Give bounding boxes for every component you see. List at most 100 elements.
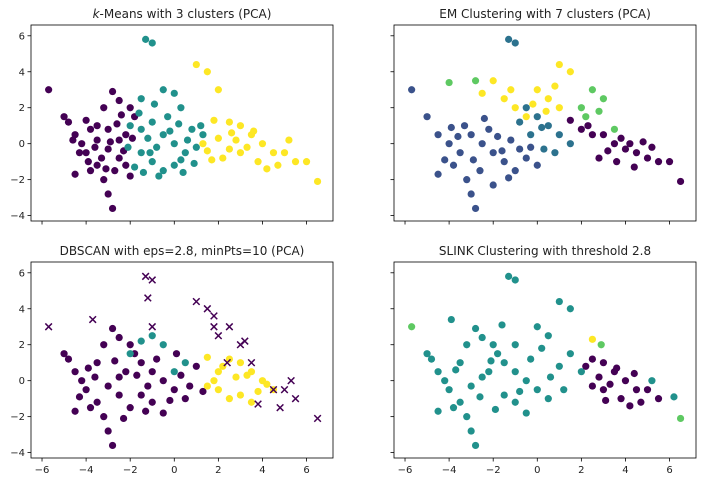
- data-point-series-0: [588, 131, 596, 139]
- data-point-series-1: [516, 145, 524, 153]
- data-point-series-0: [434, 368, 442, 376]
- data-point-series-2: [208, 156, 216, 164]
- data-point-series-2: [263, 380, 271, 388]
- data-point-series-1: [445, 140, 453, 148]
- data-point-series-0: [491, 405, 500, 414]
- noise-point-x: [247, 358, 256, 367]
- data-point-series-1: [522, 154, 530, 162]
- data-point-series-0: [97, 154, 106, 162]
- data-point-series-0: [126, 172, 134, 180]
- data-point-series-3: [566, 68, 574, 76]
- x-tick-label: −2: [486, 465, 501, 476]
- data-point-series-0: [82, 116, 90, 124]
- data-point-series-1: [137, 125, 145, 133]
- data-point-series-0: [100, 341, 108, 349]
- data-point-series-1: [588, 355, 596, 363]
- data-point-series-0: [485, 368, 493, 376]
- data-point-series-1: [137, 149, 145, 157]
- data-point-series-0: [648, 377, 656, 385]
- data-point-series-0: [566, 305, 574, 313]
- scatter-points: [408, 272, 685, 450]
- data-point-series-0: [533, 323, 541, 331]
- data-point-series-1: [469, 156, 477, 164]
- data-point-series-0: [463, 341, 471, 349]
- data-point-series-0: [148, 398, 156, 406]
- data-point-series-0: [60, 350, 68, 358]
- data-point-series-0: [648, 143, 656, 151]
- data-point-series-0: [115, 136, 123, 144]
- data-point-series-0: [670, 393, 678, 401]
- data-point-series-0: [113, 120, 121, 128]
- data-point-series-0: [555, 297, 563, 306]
- data-point-series-3: [544, 95, 552, 103]
- data-point-series-0: [126, 104, 134, 112]
- noise-point-x: [44, 322, 53, 331]
- data-point-series-0: [115, 391, 123, 399]
- data-point-series-1: [617, 395, 625, 403]
- data-point-series-1: [533, 161, 541, 169]
- data-point-series-0: [434, 407, 442, 415]
- data-point-series-0: [445, 386, 453, 394]
- data-point-series-2: [291, 158, 300, 166]
- data-point-series-0: [84, 158, 92, 166]
- data-point-series-0: [122, 161, 130, 169]
- subplot-3: DBSCAN with eps=2.8, minPts=10 (PCA) −6 −4…: [10, 244, 334, 476]
- data-point-series-0: [45, 86, 53, 94]
- data-point-series-1: [408, 86, 416, 94]
- data-point-series-0: [610, 140, 619, 148]
- data-point-series-0: [122, 131, 130, 139]
- data-point-series-1: [463, 176, 471, 184]
- scatter-points: [44, 272, 322, 450]
- data-point-series-0: [456, 398, 464, 406]
- data-point-series-1: [595, 373, 603, 381]
- data-point-series-3: [676, 414, 685, 423]
- data-point-series-0: [630, 163, 638, 171]
- data-point-series-0: [91, 373, 99, 381]
- data-point-series-2: [243, 371, 251, 379]
- data-point-series-1: [139, 168, 148, 177]
- data-point-series-0: [560, 386, 568, 394]
- data-point-series-3: [529, 100, 537, 108]
- data-point-series-3: [500, 95, 508, 103]
- data-point-series-0: [64, 118, 73, 126]
- data-point-series-0: [192, 362, 200, 370]
- data-point-series-0: [102, 165, 110, 173]
- data-point-series-0: [122, 368, 130, 376]
- title-main-part: -Means with 3 clusters (PCA): [100, 7, 272, 21]
- scatter-points: [408, 35, 685, 213]
- data-point-series-0: [186, 382, 194, 390]
- data-point-series-0: [511, 368, 519, 376]
- data-point-series-0: [449, 404, 458, 412]
- subplot-title: k-Means with 3 clusters (PCA): [93, 7, 272, 21]
- data-point-series-0: [617, 134, 625, 142]
- data-point-series-1: [170, 140, 178, 148]
- y-tick-label: −4: [10, 211, 25, 222]
- noise-point-x: [210, 322, 218, 331]
- data-point-series-0: [64, 355, 73, 363]
- data-point-series-2: [203, 68, 211, 76]
- data-point-series-0: [463, 413, 471, 421]
- data-point-series-2: [203, 353, 211, 361]
- data-point-series-1: [447, 123, 455, 132]
- data-point-series-1: [155, 172, 163, 180]
- data-point-series-0: [441, 377, 449, 385]
- data-point-series-2: [214, 134, 222, 142]
- noise-point-x: [141, 272, 150, 281]
- data-point-series-0: [632, 149, 641, 157]
- y-tick-label: 2: [19, 340, 25, 351]
- data-point-series-0: [115, 154, 123, 162]
- data-point-series-0: [199, 387, 207, 396]
- data-point-series-2: [302, 158, 311, 166]
- data-point-series-1: [454, 132, 462, 141]
- data-point-series-0: [476, 393, 484, 401]
- data-point-series-2: [214, 368, 222, 376]
- data-point-series-0: [104, 427, 112, 435]
- subplot-2: EM Clustering with 7 clusters (PCA): [390, 7, 697, 225]
- data-point-series-0: [60, 113, 68, 121]
- x-tick-label: −6: [398, 465, 413, 476]
- data-point-series-0: [100, 413, 108, 421]
- data-point-series-0: [144, 382, 152, 390]
- data-point-series-2: [540, 145, 548, 153]
- x-tick-label: 0: [171, 465, 177, 476]
- data-point-series-0: [75, 393, 84, 401]
